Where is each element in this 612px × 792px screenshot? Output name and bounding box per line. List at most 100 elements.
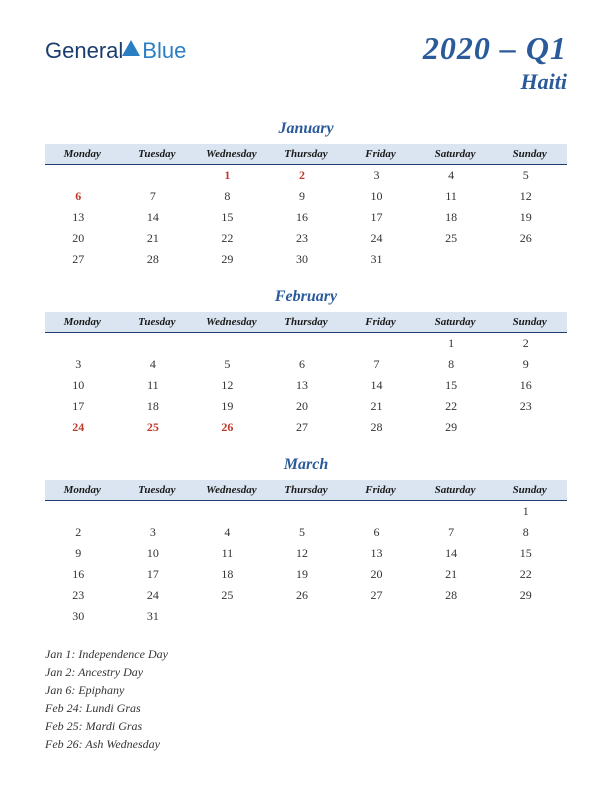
calendar-cell: 26 <box>194 417 269 438</box>
calendar-cell <box>418 249 493 270</box>
calendar-cell: 18 <box>194 564 269 585</box>
calendar-cell: 15 <box>194 207 269 228</box>
calendar-cell <box>418 501 493 523</box>
calendar-cell: 31 <box>120 606 195 627</box>
calendar-cell: 3 <box>120 522 195 543</box>
calendar-cell: 8 <box>492 522 567 543</box>
calendar-cell: 18 <box>418 207 493 228</box>
calendar-cell: 19 <box>194 396 269 417</box>
logo: General Blue <box>45 38 186 64</box>
calendar-cell: 12 <box>492 186 567 207</box>
holiday-item: Jan 6: Epiphany <box>45 681 567 699</box>
weekday-header: Sunday <box>492 480 567 501</box>
calendar-cell: 4 <box>194 522 269 543</box>
calendar-cell: 17 <box>120 564 195 585</box>
weekday-header: Sunday <box>492 144 567 165</box>
calendar-cell <box>343 501 418 523</box>
calendar-cell: 28 <box>120 249 195 270</box>
calendar-cell: 2 <box>492 333 567 355</box>
calendar-cell: 15 <box>418 375 493 396</box>
calendar-row: 10111213141516 <box>45 375 567 396</box>
weekday-header: Thursday <box>269 312 344 333</box>
calendar-row: 12345 <box>45 165 567 187</box>
calendar-cell <box>45 501 120 523</box>
calendar-cell: 15 <box>492 543 567 564</box>
logo-sail-icon <box>122 40 140 56</box>
calendar-cell <box>269 606 344 627</box>
calendar-cell <box>492 417 567 438</box>
calendar-cell: 24 <box>343 228 418 249</box>
calendar-cell: 6 <box>45 186 120 207</box>
calendar-cell: 5 <box>194 354 269 375</box>
calendar-row: 23242526272829 <box>45 585 567 606</box>
calendar-cell <box>120 333 195 355</box>
calendar-cell: 9 <box>269 186 344 207</box>
calendar-cell: 2 <box>269 165 344 187</box>
weekday-header: Monday <box>45 480 120 501</box>
calendar-cell: 24 <box>45 417 120 438</box>
holiday-item: Jan 1: Independence Day <box>45 645 567 663</box>
calendar-cell: 12 <box>194 375 269 396</box>
weekday-header: Sunday <box>492 312 567 333</box>
weekday-header: Friday <box>343 480 418 501</box>
calendar-cell: 6 <box>269 354 344 375</box>
calendar-cell <box>343 606 418 627</box>
calendar-cell: 25 <box>120 417 195 438</box>
months-container: JanuaryMondayTuesdayWednesdayThursdayFri… <box>45 120 567 627</box>
weekday-header: Friday <box>343 312 418 333</box>
calendar-row: 9101112131415 <box>45 543 567 564</box>
holiday-item: Jan 2: Ancestry Day <box>45 663 567 681</box>
logo-text-general: General <box>45 38 123 64</box>
calendar-cell: 27 <box>45 249 120 270</box>
calendar-cell: 17 <box>343 207 418 228</box>
calendar-cell <box>120 501 195 523</box>
calendar-cell: 22 <box>194 228 269 249</box>
weekday-header: Monday <box>45 144 120 165</box>
page-subtitle: Haiti <box>423 69 567 95</box>
calendar-cell: 30 <box>269 249 344 270</box>
calendar-cell: 23 <box>492 396 567 417</box>
weekday-header: Tuesday <box>120 144 195 165</box>
calendar-cell: 25 <box>418 228 493 249</box>
calendar-cell: 26 <box>269 585 344 606</box>
month-name: January <box>45 120 567 138</box>
calendar-cell: 16 <box>269 207 344 228</box>
calendar-cell: 7 <box>120 186 195 207</box>
calendar-cell: 11 <box>194 543 269 564</box>
weekday-header: Wednesday <box>194 312 269 333</box>
calendar-cell: 26 <box>492 228 567 249</box>
calendar-row: 13141516171819 <box>45 207 567 228</box>
page-title: 2020 – Q1 <box>423 30 567 67</box>
calendar-cell: 21 <box>343 396 418 417</box>
calendar-cell: 22 <box>418 396 493 417</box>
weekday-header: Thursday <box>269 480 344 501</box>
calendar-cell: 14 <box>343 375 418 396</box>
calendar-cell: 29 <box>492 585 567 606</box>
weekday-header: Tuesday <box>120 312 195 333</box>
calendar-cell <box>45 333 120 355</box>
month-name: March <box>45 456 567 474</box>
calendar-cell: 5 <box>269 522 344 543</box>
calendar-cell: 24 <box>120 585 195 606</box>
calendar-cell: 28 <box>343 417 418 438</box>
title-block: 2020 – Q1 Haiti <box>423 30 567 95</box>
month-block: March MondayTuesdayWednesdayThursdayFrida… <box>45 456 567 627</box>
calendar-row: 17181920212223 <box>45 396 567 417</box>
calendar-cell <box>343 333 418 355</box>
calendar-cell: 19 <box>492 207 567 228</box>
calendar-row: 20212223242526 <box>45 228 567 249</box>
calendar-cell: 12 <box>269 543 344 564</box>
calendar-cell: 29 <box>194 249 269 270</box>
calendar-table: MondayTuesdayWednesdayThursdayFridaySatu… <box>45 480 567 627</box>
calendar-row: 3031 <box>45 606 567 627</box>
holiday-item: Feb 25: Mardi Gras <box>45 717 567 735</box>
calendar-cell: 7 <box>343 354 418 375</box>
calendar-cell: 17 <box>45 396 120 417</box>
calendar-cell <box>269 501 344 523</box>
weekday-header: Tuesday <box>120 480 195 501</box>
calendar-cell: 21 <box>120 228 195 249</box>
weekday-header: Thursday <box>269 144 344 165</box>
calendar-cell: 27 <box>343 585 418 606</box>
calendar-cell: 6 <box>343 522 418 543</box>
calendar-row: 3456789 <box>45 354 567 375</box>
